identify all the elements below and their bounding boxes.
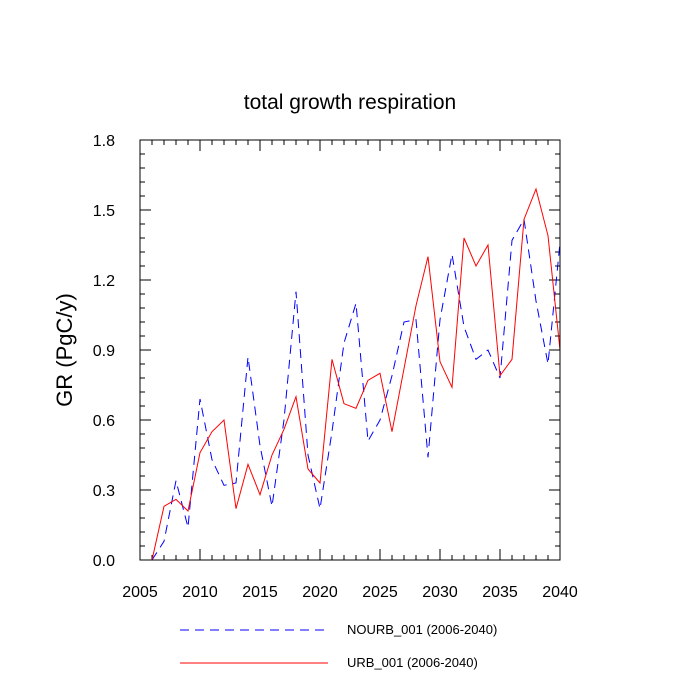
y-tick-label: 1.5 [93, 203, 115, 220]
x-tick-label: 2010 [182, 584, 218, 601]
plot-frame [139, 139, 561, 561]
x-tick-label: 2040 [542, 584, 578, 601]
axis-ticks [139, 139, 561, 561]
y-tick-label: 0.9 [93, 343, 115, 360]
legend: NOURB_001 (2006-2040) URB_001 (2006-2040… [180, 622, 497, 670]
y-tick-label: 1.2 [93, 273, 115, 290]
legend-label-urb: URB_001 (2006-2040) [347, 655, 478, 670]
y-tick-label: 0.3 [93, 483, 115, 500]
y-tick-label: 1.8 [93, 133, 115, 150]
tick-labels: 2005 2010 2015 2020 2025 2030 2035 2040 0.0 0.3 0.… [93, 133, 578, 601]
y-tick-label: 0.6 [93, 413, 115, 430]
x-tick-label: 2015 [242, 584, 278, 601]
y-axis-label: GR (PgC/y) [52, 293, 77, 407]
series-lines [151, 187, 561, 561]
legend-label-nourb: NOURB_001 (2006-2040) [347, 622, 497, 637]
series-line-urb [151, 187, 561, 561]
x-tick-label: 2025 [362, 584, 398, 601]
x-tick-label: 2030 [422, 584, 458, 601]
x-tick-label: 2005 [122, 584, 158, 601]
x-tick-label: 2020 [302, 584, 338, 601]
x-tick-label: 2035 [482, 584, 518, 601]
series-line-nourb [151, 217, 561, 561]
y-tick-label: 0.0 [93, 553, 115, 570]
chart-title: total growth respiration [244, 91, 456, 114]
